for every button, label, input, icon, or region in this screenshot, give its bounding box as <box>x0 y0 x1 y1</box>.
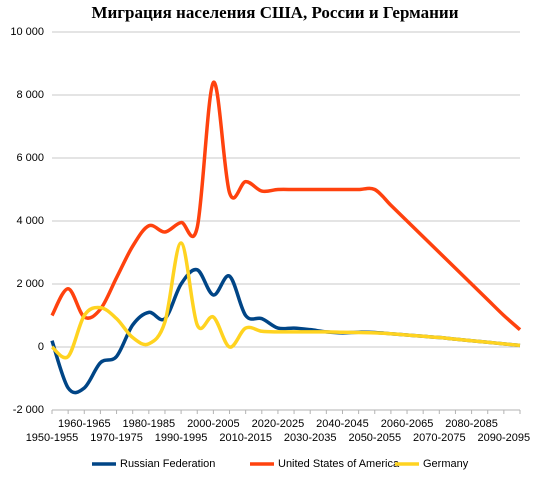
y-tick-label: 0 <box>38 341 44 353</box>
x-tick-label: 2000-2005 <box>187 418 240 430</box>
x-tick-label: 1980-1985 <box>123 418 176 430</box>
y-tick-label: 4 000 <box>16 215 44 227</box>
y-tick-label: 6 000 <box>16 152 44 164</box>
x-tick-label: 2040-2045 <box>316 418 369 430</box>
x-tick-label: 1950-1955 <box>26 432 79 444</box>
x-tick-label: 1990-1995 <box>155 432 208 444</box>
x-tick-label: 2090-2095 <box>478 432 531 444</box>
x-tick-label: 1960-1965 <box>58 418 111 430</box>
legend-label: Russian Federation <box>120 458 215 470</box>
x-tick-label: 2070-2075 <box>413 432 466 444</box>
y-tick-label: -2 000 <box>13 404 44 416</box>
y-tick-label: 8 000 <box>16 89 44 101</box>
x-tick-label: 2050-2055 <box>348 432 401 444</box>
legend-label: United States of America <box>278 458 400 470</box>
y-tick-label: 2 000 <box>16 278 44 290</box>
x-tick-label: 1970-1975 <box>90 432 143 444</box>
line-series <box>50 80 522 331</box>
x-tick-label: 2080-2085 <box>445 418 498 430</box>
chart-title: Миграция населения США, России и Германи… <box>91 3 458 22</box>
line-series <box>50 241 521 360</box>
legend-label: Germany <box>423 458 469 470</box>
x-tick-label: 2010-2015 <box>219 432 272 444</box>
x-tick-label: 2020-2025 <box>252 418 305 430</box>
x-tick-label: 2060-2065 <box>381 418 434 430</box>
x-tick-label: 2030-2035 <box>284 432 337 444</box>
y-tick-label: 10 000 <box>10 26 44 38</box>
